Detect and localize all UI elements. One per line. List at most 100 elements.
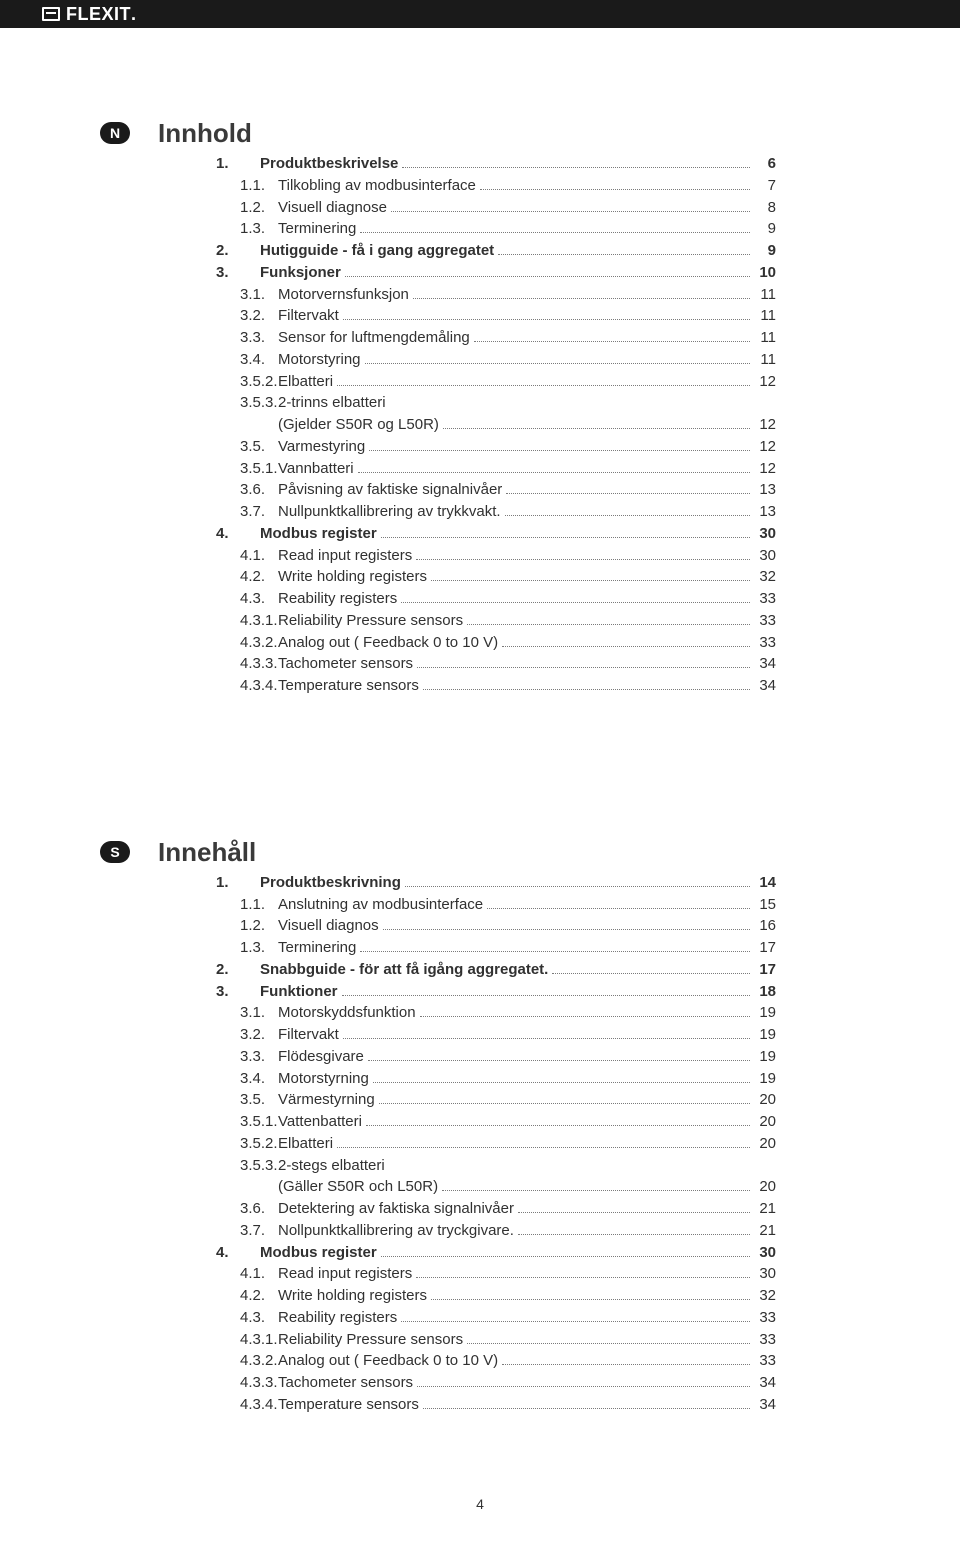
toc-entry-page: 15 xyxy=(754,894,776,916)
toc-entry: 3.3.Flödesgivare19 xyxy=(216,1046,776,1068)
toc-entry-page: 34 xyxy=(754,1394,776,1416)
toc-entry-number: 1.1. xyxy=(216,894,278,916)
toc-entry-number: 3.6. xyxy=(216,1198,278,1220)
toc-leaders xyxy=(474,341,750,342)
toc-entry-label: Read input registers xyxy=(278,1263,412,1285)
toc-entry-label: Temperature sensors xyxy=(278,675,419,697)
toc-entry-number: 3.6. xyxy=(216,479,278,501)
toc-leaders xyxy=(423,1408,750,1409)
toc-entry: 3.Funksjoner10 xyxy=(216,262,776,284)
toc-entry-page: 33 xyxy=(754,632,776,654)
toc-entry-label: Write holding registers xyxy=(278,566,427,588)
toc-entry-label: Analog out ( Feedback 0 to 10 V) xyxy=(278,632,498,654)
toc-right: Innhold1.Produktbeskrivelse61.1.Tilkobli… xyxy=(158,118,776,697)
toc-entry-label: Detektering av faktiska signalnivåer xyxy=(278,1198,514,1220)
toc-leaders xyxy=(417,667,750,668)
toc-entry: 1.Produktbeskrivning14 xyxy=(216,872,776,894)
toc-right: Innehåll 1.Produktbeskrivning141.1.Anslut… xyxy=(158,837,776,1416)
toc-entry: 3.5.2.Elbatteri20 xyxy=(216,1133,776,1155)
toc-entry: 4.3.2.Analog out ( Feedback 0 to 10 V)33 xyxy=(216,1350,776,1372)
toc-entry-page: 21 xyxy=(754,1220,776,1242)
toc-entry: 4.3.4.Temperature sensors 34 xyxy=(216,675,776,697)
toc-entry-page: 20 xyxy=(754,1176,776,1198)
toc-leaders xyxy=(379,1103,750,1104)
toc-entry-label: Snabbguide - för att få igång aggregatet… xyxy=(260,959,548,981)
toc-entry-number: 3.5.3. xyxy=(216,1155,278,1177)
toc-entry-page: 13 xyxy=(754,501,776,523)
toc-entry-label: Terminering xyxy=(278,937,356,959)
toc-entry-label: Visuell diagnose xyxy=(278,197,387,219)
toc-entry-number: 1. xyxy=(216,153,260,175)
toc-leaders xyxy=(417,1386,750,1387)
toc-leaders xyxy=(381,537,750,538)
toc-entry-label: Elbatteri xyxy=(278,371,333,393)
toc-entry: 3.7.Nullpunktkallibrering av trykkvakt.1… xyxy=(216,501,776,523)
toc-entry-page: 9 xyxy=(754,240,776,262)
toc-entry-page: 16 xyxy=(754,915,776,937)
toc-entry-page: 12 xyxy=(754,371,776,393)
toc-entry-number: 3.2. xyxy=(216,305,278,327)
toc-entry-number: 4.2. xyxy=(216,1285,278,1307)
toc-entry-label: (Gäller S50R och L50R) xyxy=(278,1176,438,1198)
toc-leaders xyxy=(401,1321,750,1322)
toc-entry-label: Visuell diagnos xyxy=(278,915,379,937)
toc-leaders xyxy=(360,951,750,952)
toc-entry-label: Produktbeskrivning xyxy=(260,872,401,894)
toc-entry-number: 4.3.4. xyxy=(216,675,278,697)
toc-head: NInnhold1.Produktbeskrivelse61.1.Tilkobl… xyxy=(100,118,860,697)
toc-entry: 4.1.Read input registers30 xyxy=(216,545,776,567)
toc-entry-page: 19 xyxy=(754,1024,776,1046)
toc-title: Innehåll xyxy=(158,837,776,868)
toc-entry-label: Produktbeskrivelse xyxy=(260,153,398,175)
toc-entry-label: Reability registers xyxy=(278,588,397,610)
language-badge: S xyxy=(100,841,130,863)
toc-entry-number: 3.1. xyxy=(216,284,278,306)
toc-entry-number: 4. xyxy=(216,1242,260,1264)
toc-entry-label: Funktioner xyxy=(260,981,338,1003)
toc-entry-label: Analog out ( Feedback 0 to 10 V) xyxy=(278,1350,498,1372)
toc-entry: 4.1.Read input registers30 xyxy=(216,1263,776,1285)
toc-leaders xyxy=(337,1147,750,1148)
toc-entry-label: Filtervakt xyxy=(278,305,339,327)
toc-block: NInnhold1.Produktbeskrivelse61.1.Tilkobl… xyxy=(100,118,860,697)
toc-entry-label: 2-stegs elbatteri xyxy=(278,1155,385,1177)
toc-leaders xyxy=(518,1234,750,1235)
toc-entry-number: 3.5.1. xyxy=(216,1111,278,1133)
toc-entry: 3.5.2.Elbatteri12 xyxy=(216,371,776,393)
toc-entry-page: 20 xyxy=(754,1089,776,1111)
toc-leaders xyxy=(401,602,750,603)
toc-entry: 3.2.Filtervakt19 xyxy=(216,1024,776,1046)
toc-entry-label: Påvisning av faktiske signalnivåer xyxy=(278,479,502,501)
toc-entry-number: 3.3. xyxy=(216,327,278,349)
toc-entry-label: Motorstyrning xyxy=(278,1068,369,1090)
toc-entry: 3.1.Motorvernsfunksjon11 xyxy=(216,284,776,306)
toc-entry-number: 2. xyxy=(216,959,260,981)
toc-entry: 4.3.Reability registers33 xyxy=(216,588,776,610)
toc-entry-page: 12 xyxy=(754,414,776,436)
toc-entry-number: 4.3.1. xyxy=(216,610,278,632)
toc-entry-page: 34 xyxy=(754,1372,776,1394)
toc-entry-page: 32 xyxy=(754,1285,776,1307)
toc-entry-number: 3. xyxy=(216,262,260,284)
toc-entry-page: 34 xyxy=(754,675,776,697)
toc-leaders xyxy=(358,472,750,473)
toc-entry-number: 3.7. xyxy=(216,1220,278,1242)
toc-leaders xyxy=(552,973,750,974)
toc-entry-page: 19 xyxy=(754,1002,776,1024)
toc-entry: 3.5.Varmestyring12 xyxy=(216,436,776,458)
toc-entry-label: Anslutning av modbusinterface xyxy=(278,894,483,916)
toc-entry-label: Hutigguide - få i gang aggregatet xyxy=(260,240,494,262)
toc-leaders xyxy=(381,1256,750,1257)
toc-entry-page: 19 xyxy=(754,1046,776,1068)
toc-entry-label: Temperature sensors xyxy=(278,1394,419,1416)
toc-entry-number: 3.4. xyxy=(216,1068,278,1090)
toc-entry-page: 6 xyxy=(754,153,776,175)
toc-entry: 3.6.Påvisning av faktiske signalnivåer13 xyxy=(216,479,776,501)
toc-entry-page: 20 xyxy=(754,1133,776,1155)
toc-entry: (Gäller S50R och L50R) 20 xyxy=(216,1176,776,1198)
toc-entry-number: 4.3. xyxy=(216,588,278,610)
toc-entry-page: 30 xyxy=(754,1242,776,1264)
toc-entry-number: 3.2. xyxy=(216,1024,278,1046)
toc-entry-number: 1.3. xyxy=(216,218,278,240)
toc-leaders xyxy=(420,1016,750,1017)
